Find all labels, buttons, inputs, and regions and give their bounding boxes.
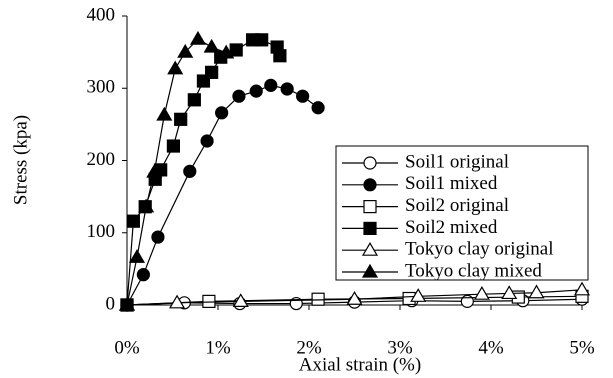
- data-point: [573, 281, 591, 296]
- data-point: [232, 89, 246, 103]
- data-point: [138, 198, 155, 213]
- data-point: [280, 82, 294, 96]
- legend-marker: [363, 221, 377, 235]
- data-point: [501, 285, 518, 300]
- data-point: [146, 163, 163, 178]
- legend-label: Tokyo clay original: [405, 239, 554, 260]
- legend-label: Soil2 mixed: [405, 217, 498, 238]
- data-point: [200, 134, 214, 148]
- x-tick-label: 5%: [569, 337, 595, 358]
- y-tick-label: 200: [87, 149, 116, 170]
- data-point: [232, 293, 249, 307]
- data-point: [249, 84, 263, 98]
- data-point: [156, 106, 173, 121]
- data-point: [273, 49, 287, 63]
- data-point: [205, 65, 219, 79]
- y-axis-label: Stress (kpa): [10, 115, 31, 205]
- data-point: [311, 292, 325, 306]
- legend-label: Tokyo clay mixed: [405, 260, 542, 281]
- series-line: [126, 38, 227, 306]
- data-point: [460, 294, 474, 308]
- data-point: [255, 33, 269, 47]
- x-tick-label: 1%: [205, 337, 231, 358]
- data-point: [177, 43, 194, 58]
- legend-marker: [361, 242, 379, 256]
- legend-marker: [363, 200, 377, 214]
- data-point: [118, 296, 136, 311]
- data-point: [151, 230, 165, 244]
- data-point: [187, 93, 201, 107]
- data-point: [346, 291, 363, 305]
- data-point: [218, 44, 235, 59]
- y-tick-label: 100: [87, 221, 116, 242]
- data-point: [410, 288, 427, 302]
- data-point: [296, 89, 310, 103]
- x-tick-label: 2%: [296, 337, 322, 358]
- y-tick-label: 300: [87, 77, 116, 98]
- data-point: [215, 106, 229, 120]
- legend-label: Soil1 original: [405, 151, 509, 172]
- data-point: [183, 164, 197, 178]
- legend-box: [335, 145, 589, 281]
- data-point: [473, 285, 490, 300]
- y-tick-label: 400: [87, 4, 116, 25]
- legend-marker: [363, 178, 377, 192]
- x-axis-label: Axial strain (%): [299, 354, 421, 375]
- data-point: [166, 139, 181, 153]
- data-point: [136, 268, 150, 282]
- data-point: [169, 294, 186, 309]
- y-tick-label: 0: [106, 293, 116, 314]
- legend-label: Soil2 original: [405, 195, 509, 216]
- data-point: [528, 284, 545, 299]
- data-point: [174, 112, 188, 126]
- x-tick-label: 4%: [478, 337, 504, 358]
- x-tick-label: 3%: [387, 337, 413, 358]
- data-point: [202, 294, 216, 308]
- data-point: [311, 101, 325, 115]
- legend-marker: [363, 156, 377, 170]
- legend-label: Soil1 mixed: [405, 173, 498, 194]
- data-point: [189, 30, 207, 45]
- legend-marker: [361, 263, 379, 278]
- data-point: [126, 214, 140, 228]
- data-point: [167, 60, 184, 75]
- data-point: [128, 249, 146, 263]
- data-point: [229, 43, 243, 57]
- data-point: [264, 78, 278, 92]
- data-point: [203, 38, 220, 53]
- x-tick-label: 0%: [114, 337, 140, 358]
